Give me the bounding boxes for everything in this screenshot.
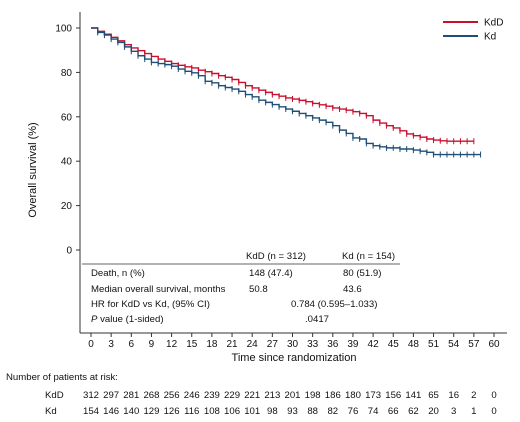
stats-row-median-kdd: 50.8 bbox=[249, 284, 268, 295]
stats-row-hr-label: HR for KdD vs Kd, (95% CI) bbox=[91, 299, 210, 310]
x-tick-label: 18 bbox=[206, 339, 218, 350]
x-axis-title: Time since randomization bbox=[232, 352, 357, 364]
x-tick-label: 6 bbox=[129, 339, 135, 350]
risk-value-kd: 88 bbox=[307, 406, 318, 417]
stats-row-pvalue-label: P value (1-sided) bbox=[91, 314, 164, 325]
x-tick-label: 48 bbox=[408, 339, 420, 350]
y-tick-label: 40 bbox=[61, 157, 73, 168]
stats-row-median-label: Median overall survival, months bbox=[91, 284, 226, 295]
risk-value-kdd: 0 bbox=[491, 390, 496, 401]
y-ticks: 0 20 40 60 80 100 bbox=[55, 24, 80, 257]
risk-value-kd: 154 bbox=[83, 406, 100, 417]
stats-table: KdD (n = 312) Kd (n = 154) Death, n (%) … bbox=[82, 251, 400, 325]
y-tick-label: 60 bbox=[61, 112, 73, 123]
risk-value-kdd: 2 bbox=[471, 390, 476, 401]
risk-value-kd: 129 bbox=[143, 406, 159, 417]
risk-value-kdd: 173 bbox=[365, 390, 381, 401]
risk-value-kd: 74 bbox=[368, 406, 379, 417]
x-tick-label: 54 bbox=[448, 339, 460, 350]
risk-value-kdd: 141 bbox=[405, 390, 421, 401]
y-tick-label: 100 bbox=[55, 24, 72, 35]
risk-value-kdd: 156 bbox=[385, 390, 401, 401]
x-tick-label: 27 bbox=[267, 339, 279, 350]
risk-value-kdd: 201 bbox=[284, 390, 300, 401]
risk-row-kdd-name: KdD bbox=[45, 390, 64, 401]
p-italic: P bbox=[91, 314, 98, 325]
risk-value-kd: 66 bbox=[388, 406, 399, 417]
x-tick-label: 42 bbox=[368, 339, 380, 350]
x-tick-label: 0 bbox=[88, 339, 94, 350]
x-tick-label: 24 bbox=[247, 339, 259, 350]
stats-row-median-kd: 43.6 bbox=[343, 284, 362, 295]
x-ticks: 0 3 6 9 12 15 18 21 24 27 30 33 36 39 42 45 48 51 54 57 60 bbox=[88, 333, 500, 350]
series-line-kdd bbox=[91, 27, 474, 142]
stats-row-hr-value: 0.784 (0.595–1.033) bbox=[291, 299, 377, 310]
risk-value-kdd: 186 bbox=[325, 390, 341, 401]
risk-value-kdd: 229 bbox=[224, 390, 240, 401]
x-tick-label: 12 bbox=[166, 339, 178, 350]
risk-value-kd: 62 bbox=[408, 406, 419, 417]
risk-value-kdd: 198 bbox=[305, 390, 321, 401]
risk-value-kd: 1 bbox=[471, 406, 476, 417]
stats-row-death-kdd: 148 (47.4) bbox=[249, 268, 293, 279]
stats-col2-header: Kd (n = 154) bbox=[342, 251, 395, 262]
risk-value-kdd: 65 bbox=[428, 390, 439, 401]
risk-value-kd: 101 bbox=[244, 406, 260, 417]
stats-row-death-kd: 80 (51.9) bbox=[343, 268, 381, 279]
series-line-kd bbox=[91, 27, 481, 156]
risk-row-kd-name: Kd bbox=[45, 406, 57, 417]
risk-value-kd: 116 bbox=[184, 406, 199, 417]
y-axis-title: Overall survival (%) bbox=[27, 122, 39, 217]
y-tick-label: 0 bbox=[66, 246, 72, 257]
risk-value-kdd: 246 bbox=[184, 390, 200, 401]
x-tick-label: 36 bbox=[327, 339, 339, 350]
risk-value-kd: 20 bbox=[428, 406, 439, 417]
x-tick-label: 51 bbox=[428, 339, 440, 350]
risk-values: 312 297 281 268 256 246 239 229 221 213 201 198 186 1… bbox=[83, 390, 497, 417]
x-tick-label: 3 bbox=[108, 339, 114, 350]
x-tick-label: 60 bbox=[488, 339, 500, 350]
risk-value-kd: 82 bbox=[327, 406, 338, 417]
risk-value-kd: 106 bbox=[224, 406, 240, 417]
risk-value-kdd: 16 bbox=[448, 390, 459, 401]
stats-row-pvalue-value: .0417 bbox=[305, 314, 329, 325]
risk-table-title: Number of patients at risk: bbox=[6, 372, 118, 383]
stats-row-death-label: Death, n (%) bbox=[91, 268, 145, 279]
risk-value-kdd: 180 bbox=[345, 390, 361, 401]
x-tick-label: 57 bbox=[468, 339, 480, 350]
risk-value-kdd: 281 bbox=[123, 390, 139, 401]
x-tick-label: 45 bbox=[388, 339, 400, 350]
risk-value-kd: 98 bbox=[267, 406, 278, 417]
x-tick-label: 30 bbox=[287, 339, 299, 350]
legend-label-kdd: KdD bbox=[484, 18, 503, 29]
x-tick-label: 39 bbox=[347, 339, 359, 350]
risk-value-kd: 146 bbox=[103, 406, 119, 417]
risk-value-kdd: 221 bbox=[244, 390, 260, 401]
x-tick-label: 9 bbox=[149, 339, 155, 350]
series-layer bbox=[91, 27, 482, 158]
risk-value-kd: 76 bbox=[348, 406, 359, 417]
y-tick-label: 20 bbox=[61, 201, 73, 212]
p-rest: value (1-sided) bbox=[97, 314, 163, 325]
x-tick-label: 33 bbox=[307, 339, 319, 350]
risk-value-kd: 140 bbox=[123, 406, 139, 417]
risk-value-kdd: 297 bbox=[103, 390, 119, 401]
risk-value-kdd: 256 bbox=[164, 390, 180, 401]
legend: KdD Kd bbox=[443, 18, 503, 43]
risk-value-kd: 126 bbox=[164, 406, 180, 417]
risk-value-kd: 0 bbox=[491, 406, 496, 417]
risk-value-kd: 3 bbox=[451, 406, 456, 417]
legend-label-kd: Kd bbox=[484, 32, 496, 43]
x-tick-label: 21 bbox=[226, 339, 238, 350]
risk-value-kd: 108 bbox=[204, 406, 220, 417]
risk-value-kdd: 239 bbox=[204, 390, 220, 401]
risk-value-kdd: 213 bbox=[264, 390, 280, 401]
y-tick-label: 80 bbox=[61, 68, 73, 79]
risk-value-kdd: 312 bbox=[83, 390, 99, 401]
risk-value-kd: 93 bbox=[287, 406, 298, 417]
stats-col1-header: KdD (n = 312) bbox=[246, 251, 306, 262]
risk-value-kdd: 268 bbox=[143, 390, 159, 401]
x-tick-label: 15 bbox=[186, 339, 198, 350]
